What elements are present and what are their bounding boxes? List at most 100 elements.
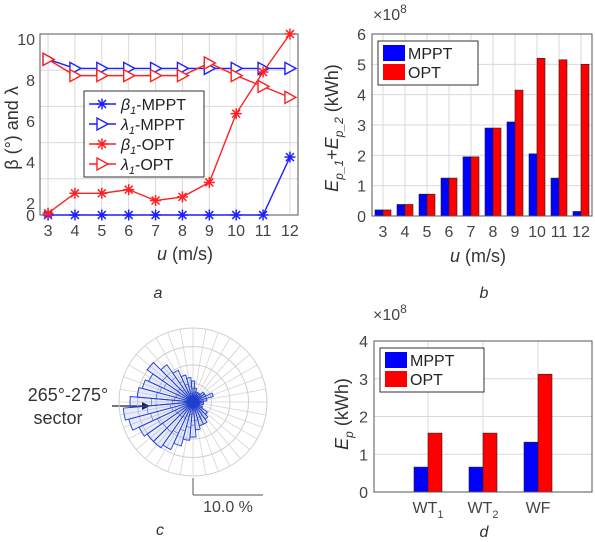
polar-spoke — [123, 401, 194, 428]
x-axis-label-a: u (m/s) — [157, 244, 213, 264]
polar-spoke — [128, 401, 194, 440]
polar-spoke — [145, 345, 194, 403]
polar-spoke — [167, 401, 194, 472]
legend-entry: β1-MPPT — [120, 97, 186, 117]
polar-spoke — [123, 376, 194, 403]
series-line — [48, 156, 291, 216]
bar — [514, 89, 524, 217]
y-axis-label-b: Ep_1+Ep_2 (kWh) — [322, 64, 346, 192]
bar — [537, 373, 553, 493]
bar — [484, 127, 494, 217]
xtick-label: 6 — [445, 224, 454, 241]
polar-spoke — [192, 401, 219, 472]
panel-label-d: d — [480, 524, 490, 541]
bar — [418, 193, 428, 217]
bar — [427, 432, 443, 493]
data-point-star — [150, 209, 162, 221]
polar-spoke — [192, 332, 219, 403]
data-point-star — [150, 195, 162, 207]
panel-label-b: b — [480, 285, 489, 302]
legend-entry: λ1-MPPT — [120, 117, 185, 137]
x-axis-var: u — [157, 244, 167, 264]
data-point-star — [203, 209, 215, 221]
chart-c: 265°-275° sector 10.0 % c — [28, 327, 268, 539]
plot-frame — [373, 340, 593, 493]
bar — [536, 57, 546, 217]
data-point-star — [257, 209, 269, 221]
data-point-triangle — [42, 52, 56, 67]
wind-sector — [192, 397, 208, 403]
ytick-label: 4 — [357, 88, 366, 105]
xtick-label: 6 — [124, 223, 133, 240]
polar-spoke — [192, 337, 231, 403]
ytick-label: 4 — [26, 155, 35, 172]
bar — [440, 177, 450, 217]
xtick-label: 7 — [151, 223, 160, 240]
polar-spoke — [179, 329, 194, 403]
ytick-label: 4 — [359, 334, 368, 351]
x-axis-label-b: u (m/s) — [450, 246, 506, 266]
data-point-triangle — [96, 156, 110, 172]
polar-spoke — [192, 354, 250, 403]
bar — [580, 64, 590, 217]
data-point-triangle — [284, 61, 298, 76]
xtick-label: 5 — [423, 224, 432, 241]
xtick-label: 12 — [572, 224, 590, 241]
data-point-triangle — [257, 79, 271, 94]
ytick-label: 2 — [357, 148, 366, 165]
y-multiplier-d: ×108 — [373, 302, 407, 324]
legend-entry: MPPT — [408, 46, 453, 63]
data-point-triangle — [69, 68, 83, 83]
xtick-label: WT2 — [468, 500, 499, 521]
legend-entry: λ1-OPT — [120, 157, 173, 177]
ytick-label: 0 — [359, 485, 368, 502]
bar — [448, 177, 458, 217]
data-point-star — [96, 187, 108, 199]
bar — [404, 204, 414, 217]
x-axis-unit: (m/s) — [167, 244, 213, 264]
xtick-label: 3 — [379, 224, 388, 241]
xtick-label: 11 — [551, 224, 568, 241]
bar — [382, 209, 392, 217]
xtick-label: 9 — [511, 224, 520, 241]
data-point-star — [230, 209, 242, 221]
bar — [426, 193, 436, 217]
polar-spoke — [192, 401, 207, 475]
bar — [396, 204, 406, 217]
y-multiplier-b: ×108 — [373, 2, 407, 24]
xtick-label: 10 — [227, 223, 245, 240]
xtick-label: WF — [526, 500, 551, 517]
data-point-star — [203, 176, 215, 188]
bar — [558, 59, 568, 217]
ytick-label: 3 — [359, 372, 368, 389]
panel-label-c: c — [156, 522, 164, 539]
xtick-label: 10 — [528, 224, 546, 241]
data-point-triangle — [176, 68, 190, 83]
ytick-label: 2 — [26, 196, 35, 213]
bar — [374, 209, 384, 217]
polar-spoke — [155, 337, 194, 403]
series-line — [47, 58, 290, 70]
wind-sector — [192, 392, 214, 403]
polar-spoke — [192, 364, 258, 403]
wind-sector — [129, 396, 194, 408]
wind-sector — [186, 377, 194, 403]
xtick-label: 7 — [467, 224, 476, 241]
legend-swatch — [385, 352, 407, 368]
bar — [482, 432, 498, 493]
data-point-star — [176, 209, 188, 221]
data-point-star — [230, 108, 242, 120]
xtick-label: 8 — [489, 224, 498, 241]
bar — [506, 121, 516, 217]
wind-sector — [180, 374, 194, 403]
data-point-star — [284, 151, 296, 163]
ytick-label: 1 — [357, 179, 366, 196]
polar-spoke — [120, 401, 194, 416]
data-point-star — [284, 28, 296, 40]
bar — [550, 177, 560, 217]
data-point-star — [123, 209, 135, 221]
polar-spoke — [179, 401, 194, 475]
polar-spoke — [192, 401, 263, 428]
panel-label-a: a — [154, 285, 163, 302]
